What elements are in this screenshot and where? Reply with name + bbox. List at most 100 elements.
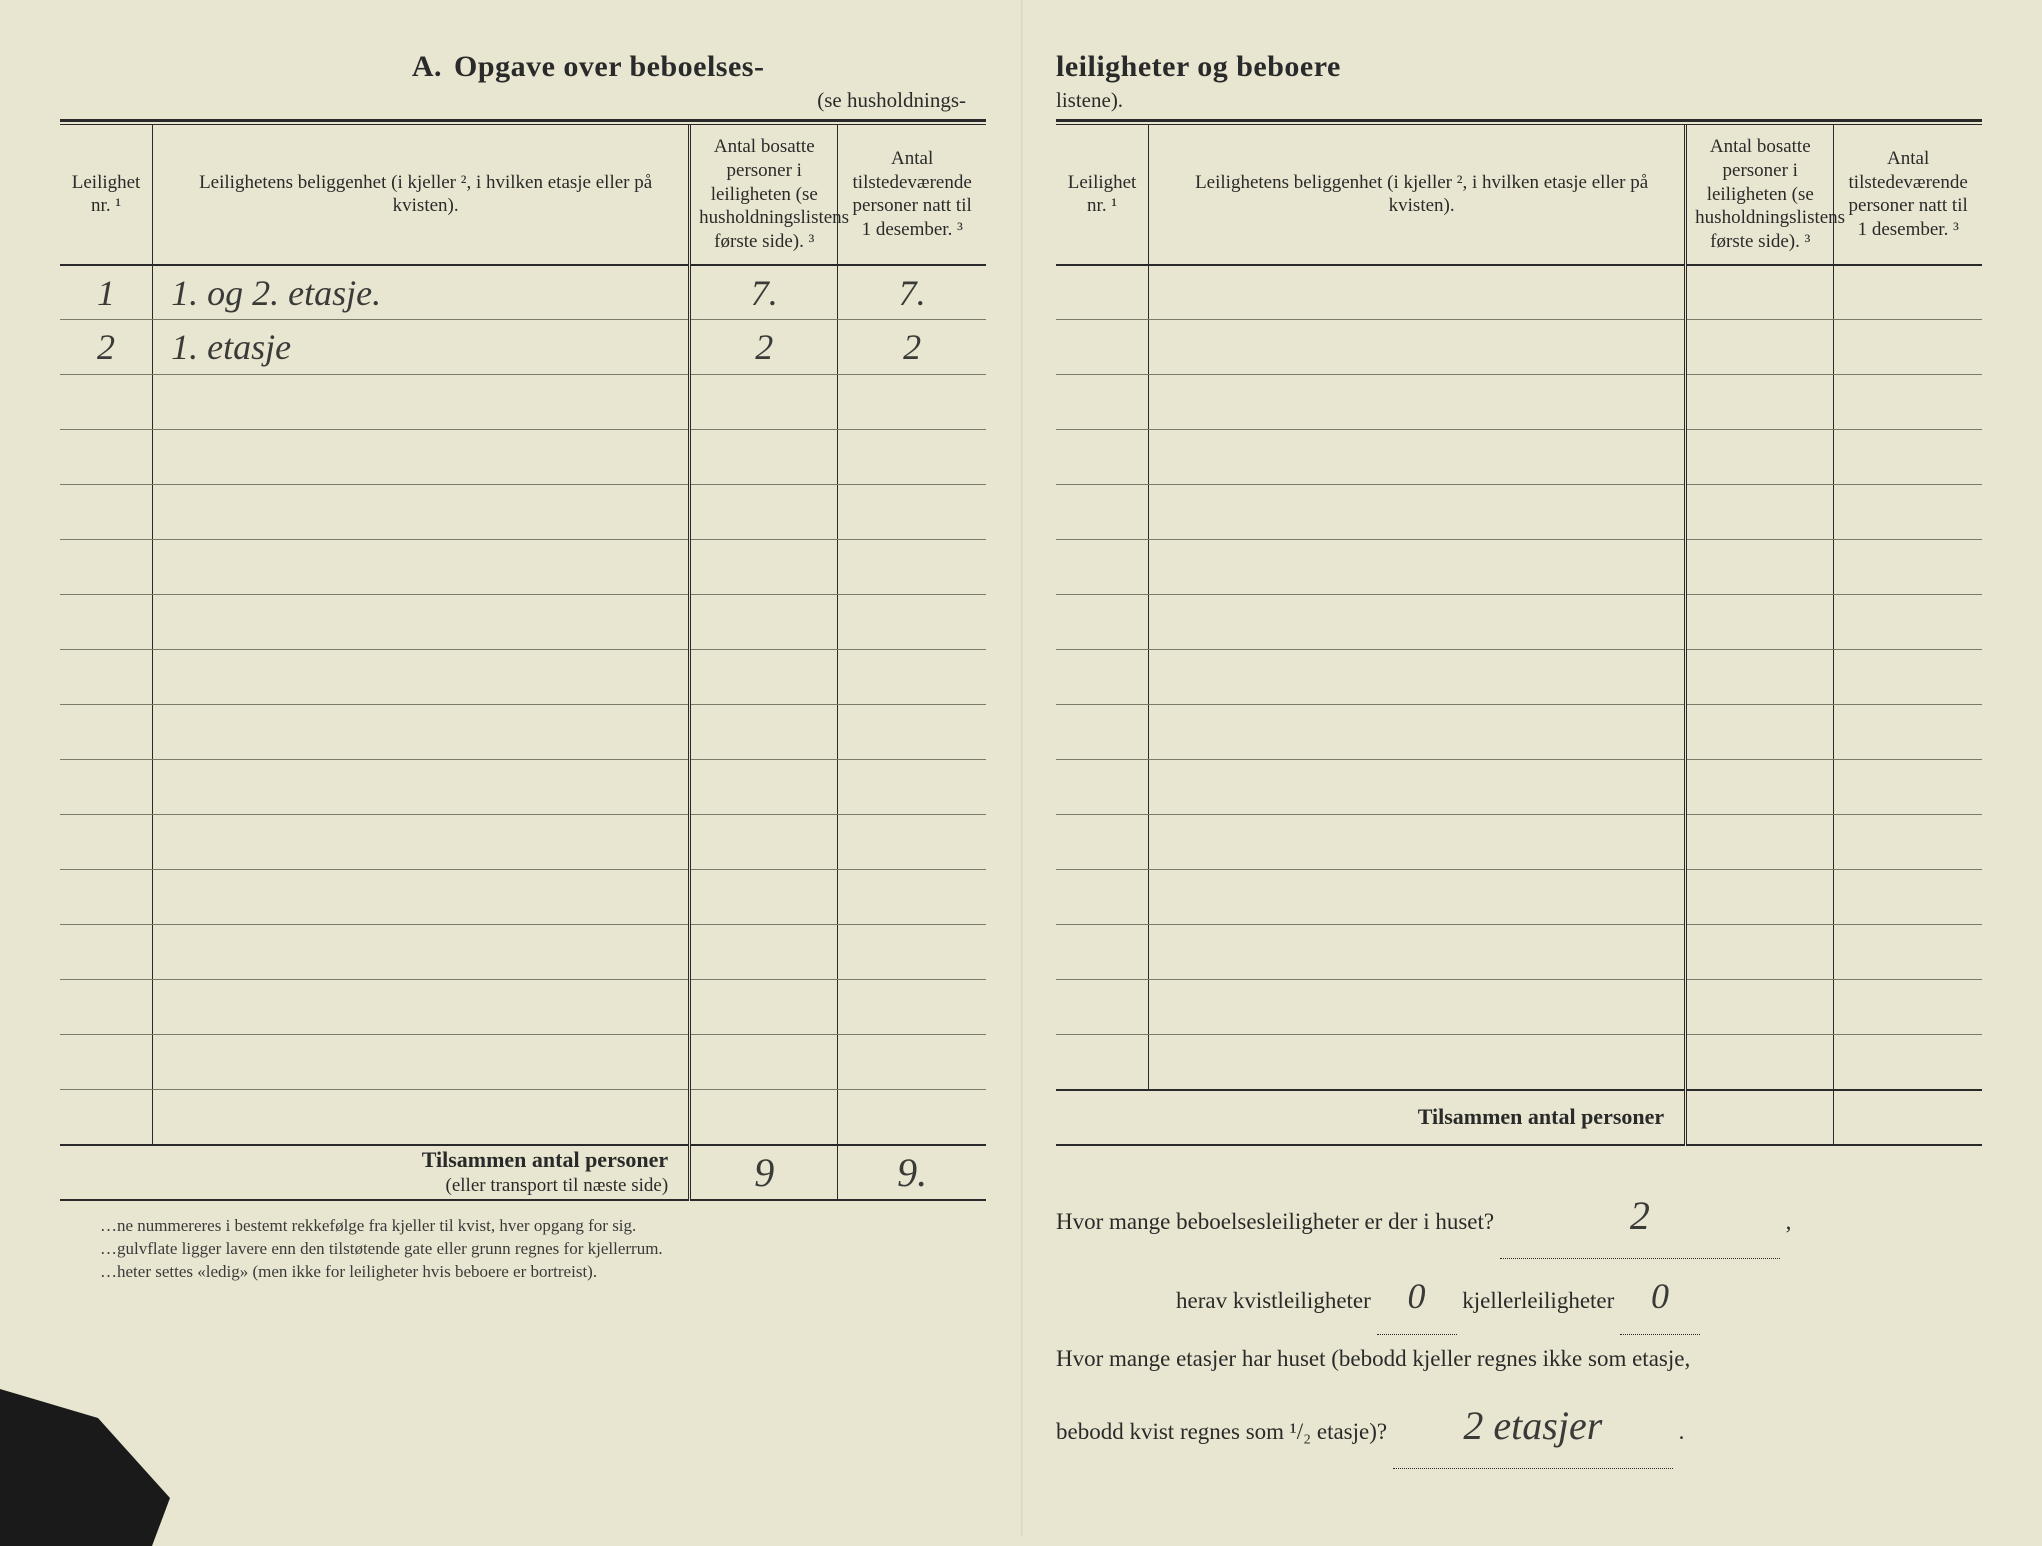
table-row <box>60 485 986 540</box>
table-row <box>60 1035 986 1090</box>
cell-loc <box>1149 705 1686 760</box>
cell-n2: 2 <box>903 327 921 367</box>
q3-text: Hvor mange etasjer har huset (bebodd kje… <box>1056 1346 1690 1371</box>
cell-n2 <box>1834 705 1982 760</box>
table-row <box>60 980 986 1035</box>
page-right: leiligheter og beboere listene). Leiligh… <box>1021 0 2042 1536</box>
cell-n2 <box>1834 320 1982 375</box>
page-left: A. Opgave over beboelses- (se husholdnin… <box>0 0 1021 1536</box>
cell-loc <box>1149 815 1686 870</box>
cell-n1 <box>1686 595 1834 650</box>
cell-nr <box>1056 980 1149 1035</box>
title-sub-left: (se husholdnings- <box>60 88 986 113</box>
totals-label: Tilsammen antal personer (eller transpor… <box>60 1145 690 1200</box>
table-row <box>1056 925 1982 980</box>
table-row <box>60 375 986 430</box>
rule <box>60 119 986 122</box>
cell-n2: 7. <box>899 273 926 313</box>
table-header-row: Leilighet nr. ¹ Leilighetens beliggenhet… <box>1056 125 1982 265</box>
cell-loc <box>1149 980 1686 1035</box>
cell-n1 <box>1686 320 1834 375</box>
cell-n1 <box>1686 375 1834 430</box>
header-n1: Antal bosatte personer i leiligheten (se… <box>690 125 838 265</box>
table-header-row: Leilighet nr. ¹ Leilighetens beliggenhet… <box>60 125 986 265</box>
cell-n1 <box>1686 760 1834 815</box>
cell-nr <box>1056 705 1149 760</box>
cell-loc <box>1149 485 1686 540</box>
cell-n1 <box>1686 430 1834 485</box>
cell-n2 <box>1834 650 1982 705</box>
title-row-right: leiligheter og beboere <box>1056 50 1982 84</box>
title-row-left: A. Opgave over beboelses- <box>60 50 986 84</box>
totals-row-right: Tilsammen antal personer <box>1056 1090 1982 1145</box>
table-row <box>60 760 986 815</box>
cell-n1 <box>1686 485 1834 540</box>
title-main-right: leiligheter og beboere <box>1056 50 1341 84</box>
table-row <box>60 650 986 705</box>
cell-n2 <box>1834 760 1982 815</box>
cell-loc <box>1149 650 1686 705</box>
q2-mid: kjellerleiligheter <box>1462 1288 1614 1313</box>
cell-n2 <box>1834 375 1982 430</box>
cell-n1 <box>1686 870 1834 925</box>
cell-n1 <box>1686 1035 1834 1090</box>
cell-nr: 1 <box>97 273 115 313</box>
totals-n1: 9 <box>754 1150 774 1195</box>
table-row <box>1056 1035 1982 1090</box>
cell-n2 <box>1834 595 1982 650</box>
totals-row-left: Tilsammen antal personer (eller transpor… <box>60 1145 986 1200</box>
cell-nr <box>1056 485 1149 540</box>
header-nr: Leilighet nr. ¹ <box>1056 125 1149 265</box>
totals-label: Tilsammen antal personer <box>1056 1090 1686 1145</box>
footnote-line: …gulvflate ligger lavere enn den tilstøt… <box>100 1238 986 1261</box>
header-n2: Antal tilstedeværende personer natt til … <box>838 125 986 265</box>
cell-n2 <box>1834 265 1982 320</box>
totals-n2: 9. <box>897 1150 927 1195</box>
table-left: Leilighet nr. ¹ Leilighetens beliggenhet… <box>60 125 986 1201</box>
table-row <box>1056 980 1982 1035</box>
cell-n1: 7. <box>751 273 778 313</box>
cell-loc <box>1149 540 1686 595</box>
cell-n2 <box>1834 1035 1982 1090</box>
cell-n1 <box>1686 540 1834 595</box>
cell-n1 <box>1686 265 1834 320</box>
table-row <box>60 540 986 595</box>
table-row <box>1056 815 1982 870</box>
cell-nr <box>1056 375 1149 430</box>
q1-value: 2 <box>1630 1193 1650 1238</box>
cell-nr <box>1056 870 1149 925</box>
q2-text: herav kvistleiligheter <box>1176 1288 1371 1313</box>
cell-loc <box>1149 870 1686 925</box>
table-row <box>60 595 986 650</box>
table-row <box>60 870 986 925</box>
cell-nr <box>1056 540 1149 595</box>
header-nr: Leilighet nr. ¹ <box>60 125 153 265</box>
footnote-line: …heter settes «ledig» (men ikke for leil… <box>100 1261 986 1284</box>
table-row <box>1056 540 1982 595</box>
table-row <box>60 705 986 760</box>
cell-n2 <box>1834 870 1982 925</box>
cell-n1 <box>1686 650 1834 705</box>
cell-nr: 2 <box>97 327 115 367</box>
table-row <box>1056 760 1982 815</box>
cell-nr <box>1056 595 1149 650</box>
table-row <box>60 815 986 870</box>
header-loc: Leilighetens beliggenhet (i kjeller ², i… <box>1149 125 1686 265</box>
page-corner-tear <box>0 1386 170 1546</box>
table-row <box>1056 705 1982 760</box>
table-row <box>1056 595 1982 650</box>
q1-text: Hvor mange beboelsesleiligheter er der i… <box>1056 1209 1494 1234</box>
table-row <box>1056 265 1982 320</box>
title-sub-right: listene). <box>1056 88 1982 113</box>
cell-nr <box>1056 320 1149 375</box>
table-row <box>1056 430 1982 485</box>
page-fold <box>1021 0 1023 1536</box>
table-right: Leilighet nr. ¹ Leilighetens beliggenhet… <box>1056 125 1982 1146</box>
cell-loc <box>1149 320 1686 375</box>
table-row <box>1056 870 1982 925</box>
q2-value1: 0 <box>1408 1276 1426 1316</box>
cell-nr <box>1056 430 1149 485</box>
cell-n1 <box>1686 705 1834 760</box>
title-prefix: A. <box>412 50 442 84</box>
header-n2: Antal tilstedeværende personer natt til … <box>1834 125 1982 265</box>
